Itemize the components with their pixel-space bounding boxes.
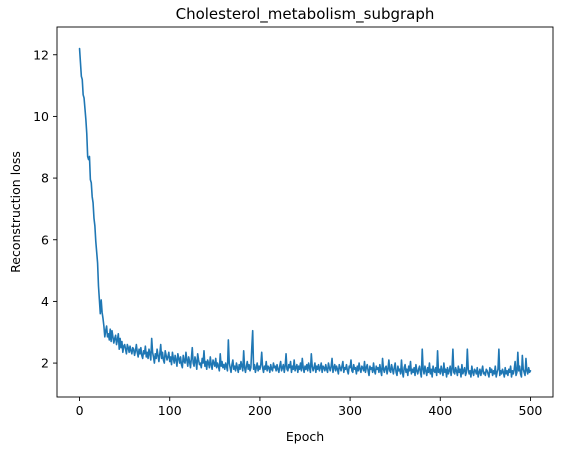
x-tick-label: 100 [158, 403, 182, 418]
y-tick-label: 10 [33, 109, 49, 124]
y-tick-label: 8 [41, 171, 49, 186]
series-line-0 [78, 47, 532, 378]
y-axis-title: Reconstruction loss [8, 151, 23, 273]
plot-area: 0 100 200 300 400 500 2 4 6 8 10 12 [33, 26, 554, 418]
y-tick-label: 4 [41, 294, 49, 309]
x-tick-label: 500 [519, 403, 543, 418]
x-tick-label: 400 [428, 403, 452, 418]
y-tick-label: 12 [33, 47, 49, 62]
x-tick-label: 300 [338, 403, 362, 418]
chart-title: Cholesterol_metabolism_subgraph [176, 5, 435, 24]
x-axis-title: Epoch [286, 429, 324, 444]
x-tick-label: 0 [76, 403, 84, 418]
axes-frame [56, 26, 554, 398]
y-tick-label: 6 [41, 232, 49, 247]
x-tick-label: 200 [248, 403, 272, 418]
y-tick-label: 2 [41, 356, 49, 371]
